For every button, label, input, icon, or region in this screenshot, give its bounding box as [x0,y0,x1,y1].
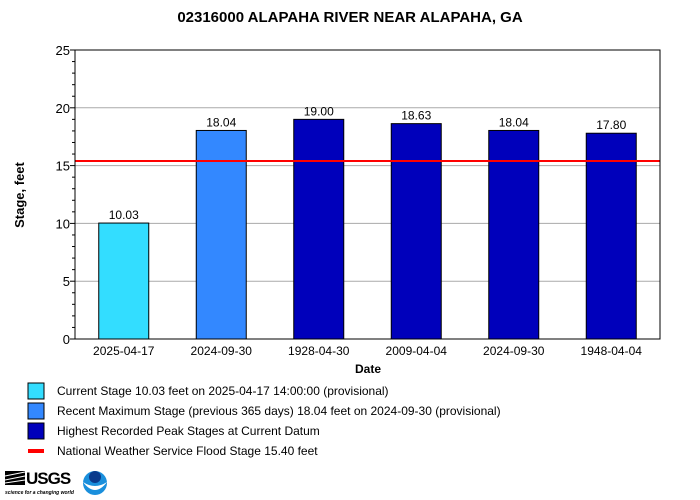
x-tick-label: 2024-09-30 [191,344,253,358]
bar-value-label: 17.80 [596,118,626,132]
bar [293,118,345,340]
bar [98,222,150,340]
chart-title: 02316000 ALAPAHA RIVER NEAR ALAPAHA, GA [177,9,523,26]
usgs-tagline: science for a changing world [5,490,75,496]
legend-swatch-current [27,382,45,400]
x-tick-label: 2024-09-30 [483,344,545,358]
plot-frame [74,49,661,340]
bar-value-label: 10.03 [109,208,139,222]
bar-value-label: 18.04 [206,115,236,129]
legend-swatch-flood [28,449,44,453]
x-tick-label: 2009-04-04 [386,344,448,358]
bar-value-label: 18.63 [401,109,431,123]
bar [390,123,442,340]
x-tick-label: 1928-04-30 [288,344,350,358]
y-tick-label: 15 [56,159,70,174]
bar [585,132,637,340]
bar-value-label: 18.04 [499,115,529,129]
legend-swatch-recent [27,402,45,420]
y-tick-label: 20 [56,101,70,116]
bar-value-label: 19.00 [304,104,334,118]
noaa-logo [83,471,107,495]
usgs-logo: USGS science for a changing world [4,469,75,496]
legend-swatch-peak [27,422,45,440]
x-tick-label: 1948-04-04 [581,344,643,358]
legend-label: Recent Maximum Stage (previous 365 days)… [57,404,501,418]
y-axis-label: Stage, feet [12,161,27,227]
legend-label: National Weather Service Flood Stage 15.… [57,444,318,458]
y-tick-label: 25 [56,43,70,58]
y-tick-label: 5 [63,274,70,289]
bar [195,129,247,340]
x-tick-label: 2025-04-17 [93,344,155,358]
y-tick-label: 0 [63,332,70,347]
legend-label: Highest Recorded Peak Stages at Current … [57,424,320,438]
x-axis-label: Date [355,362,381,376]
legend-label: Current Stage 10.03 feet on 2025-04-17 1… [57,384,389,398]
y-tick-label: 10 [56,216,70,231]
usgs-logo-text: USGS [26,469,71,488]
